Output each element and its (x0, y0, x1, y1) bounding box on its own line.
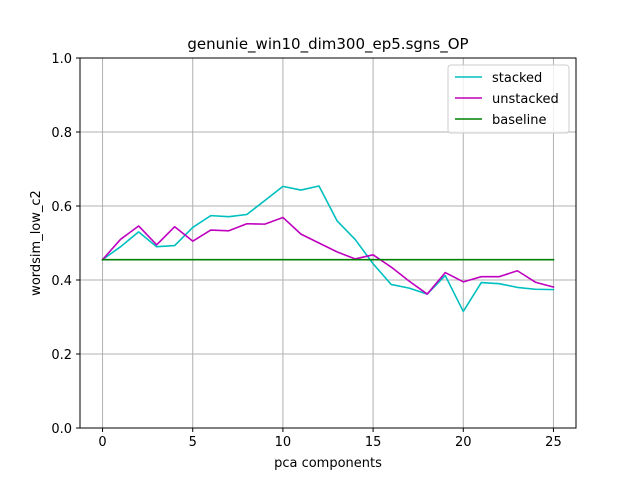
y-tick-label: 0.8 (51, 126, 72, 141)
x-tick-label: 10 (275, 435, 292, 450)
series-line-unstacked (101, 216, 555, 295)
series-layer (101, 185, 555, 313)
series-line-stacked (101, 185, 555, 313)
chart-title: genunie_win10_dim300_ep5.sgns_OP (187, 35, 468, 54)
x-axis-label: pca components (274, 456, 382, 471)
x-tick-label: 5 (189, 435, 197, 450)
legend-box (447, 64, 570, 134)
x-tick-label: 25 (545, 435, 562, 450)
y-tick-label: 0.6 (51, 200, 72, 215)
plot-frame (79, 57, 577, 429)
y-tick-label: 0.4 (51, 274, 72, 289)
legend-label-stacked: stacked (492, 71, 542, 86)
legend-label-baseline: baseline (492, 113, 546, 128)
x-tick-label: 15 (365, 435, 382, 450)
x-tick-label: 20 (455, 435, 472, 450)
y-tick-label: 0.2 (51, 348, 72, 363)
y-tick-label: 0.0 (51, 422, 72, 437)
y-axis-label: wordsim_low_c2 (29, 190, 44, 296)
y-tick-label: 1.0 (51, 52, 72, 67)
legend: stacked unstacked baseline (447, 64, 570, 134)
ticks: 0 5 10 15 20 25 0.0 0.2 0.4 0.6 0.8 1.0 (51, 52, 561, 450)
legend-label-unstacked: unstacked (492, 92, 559, 107)
x-tick-label: 0 (98, 435, 106, 450)
